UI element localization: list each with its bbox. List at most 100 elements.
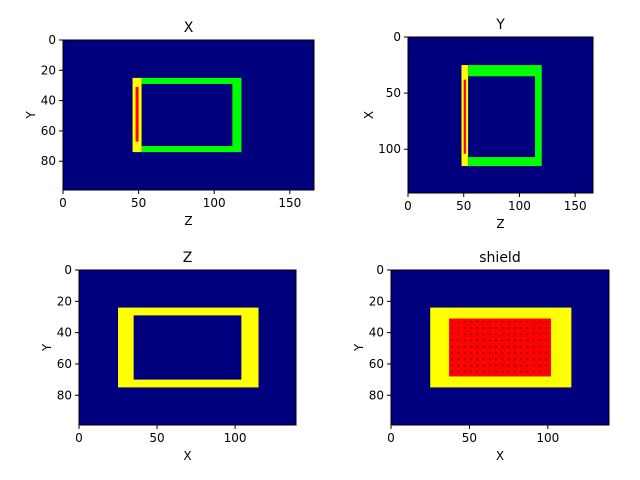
grid-dot bbox=[476, 339, 478, 342]
y-tick-label: 80 bbox=[57, 388, 72, 402]
grid-dot bbox=[470, 321, 472, 323]
x-tick-label: 0 bbox=[387, 431, 395, 445]
grid-dot bbox=[533, 346, 535, 348]
grid-dot bbox=[470, 358, 472, 360]
grid-dot bbox=[526, 327, 529, 329]
region-green-frame-inner bbox=[141, 83, 233, 147]
grid-dot bbox=[526, 346, 529, 348]
grid-dot bbox=[495, 352, 497, 354]
grid-dot bbox=[451, 371, 453, 373]
grid-dot bbox=[476, 333, 478, 335]
grid-dot bbox=[533, 327, 535, 329]
grid-dot bbox=[464, 333, 466, 335]
grid-dot bbox=[470, 346, 472, 348]
grid-dot bbox=[539, 364, 541, 367]
grid-dot bbox=[457, 358, 460, 360]
grid-dot bbox=[489, 346, 491, 348]
grid-dot bbox=[539, 352, 541, 354]
grid-dot bbox=[501, 339, 503, 342]
grid-dot bbox=[464, 339, 466, 342]
x-tick-label: 0 bbox=[75, 431, 83, 445]
grid-dot bbox=[489, 339, 491, 342]
grid-dot bbox=[514, 358, 516, 360]
grid-dot bbox=[520, 321, 522, 323]
grid-dot bbox=[457, 327, 460, 329]
grid-dot bbox=[533, 352, 535, 354]
y-axis-label: Y bbox=[40, 343, 54, 352]
grid-dot bbox=[495, 358, 497, 360]
grid-dot bbox=[470, 364, 472, 367]
grid-dot bbox=[489, 321, 491, 323]
grid-dot bbox=[476, 358, 478, 360]
panel-title: Y bbox=[495, 17, 505, 33]
grid-dot bbox=[470, 327, 472, 329]
grid-dot bbox=[482, 364, 485, 367]
grid-dot bbox=[545, 321, 547, 323]
grid-dot bbox=[508, 346, 510, 348]
grid-dot bbox=[539, 358, 541, 360]
y-tick-label: 0 bbox=[376, 263, 384, 277]
y-tick-label: 20 bbox=[369, 294, 384, 308]
grid-dot bbox=[501, 352, 503, 354]
grid-dot bbox=[514, 327, 516, 329]
grid-dot bbox=[501, 327, 503, 329]
axes-frame bbox=[407, 36, 594, 194]
y-axis-label: Y bbox=[24, 111, 38, 120]
grid-dot bbox=[495, 364, 497, 367]
x-tick-label: 150 bbox=[564, 199, 587, 213]
grid-dot bbox=[489, 364, 491, 367]
y-tick-label: 60 bbox=[57, 357, 72, 371]
grid-dot bbox=[470, 352, 472, 354]
grid-dot bbox=[495, 346, 497, 348]
grid-dot bbox=[520, 327, 522, 329]
grid-dot bbox=[533, 333, 535, 335]
grid-dot bbox=[489, 327, 491, 329]
grid-dot bbox=[451, 346, 453, 348]
grid-dot bbox=[514, 333, 516, 335]
grid-dot bbox=[533, 364, 535, 367]
y-tick-label: 0 bbox=[393, 30, 401, 44]
grid-dot bbox=[533, 371, 535, 373]
grid-dot bbox=[526, 352, 529, 354]
grid-dot bbox=[482, 358, 485, 360]
grid-dot bbox=[533, 358, 535, 360]
grid-dot bbox=[508, 327, 510, 329]
subplot-1: 0 50 100 150 0 20 40 60 80 X Z Y bbox=[24, 20, 315, 228]
grid-dot bbox=[470, 339, 472, 342]
grid-dot bbox=[514, 339, 516, 342]
grid-dot bbox=[545, 358, 547, 360]
grid-dot bbox=[451, 364, 453, 367]
x-axis-label: Z bbox=[496, 217, 504, 231]
region-red-line bbox=[463, 79, 466, 154]
grid-dot bbox=[520, 339, 522, 342]
axes-frame bbox=[78, 269, 297, 426]
y-tick-label: 80 bbox=[41, 154, 56, 168]
grid-dot bbox=[464, 321, 466, 323]
grid-dot bbox=[464, 358, 466, 360]
grid-dot bbox=[514, 321, 516, 323]
subplot-3: 0 50 100 0 20 40 60 80 Z X Y bbox=[40, 250, 297, 463]
grid-dot bbox=[545, 339, 547, 342]
grid-dot bbox=[514, 346, 516, 348]
grid-dot bbox=[457, 339, 460, 342]
grid-dot bbox=[545, 371, 547, 373]
y-tick-label: 0 bbox=[64, 263, 72, 277]
grid-dot bbox=[451, 339, 453, 342]
grid-dot bbox=[508, 371, 510, 373]
x-tick-label: 100 bbox=[203, 196, 226, 210]
grid-dot bbox=[526, 339, 529, 342]
grid-dot bbox=[482, 339, 485, 342]
x-tick-label: 50 bbox=[462, 431, 477, 445]
x-tick-label: 0 bbox=[59, 196, 67, 210]
grid-dot bbox=[470, 371, 472, 373]
axes-frame bbox=[62, 39, 315, 191]
y-tick-label: 20 bbox=[41, 63, 56, 77]
grid-dot bbox=[533, 339, 535, 342]
grid-dot bbox=[539, 321, 541, 323]
grid-dot bbox=[457, 352, 460, 354]
x-tick-label: 50 bbox=[456, 199, 471, 213]
y-tick-label: 0 bbox=[48, 33, 56, 47]
grid-dot bbox=[464, 346, 466, 348]
x-axis-label: X bbox=[496, 449, 504, 463]
region-green-frame-inner bbox=[468, 76, 536, 158]
